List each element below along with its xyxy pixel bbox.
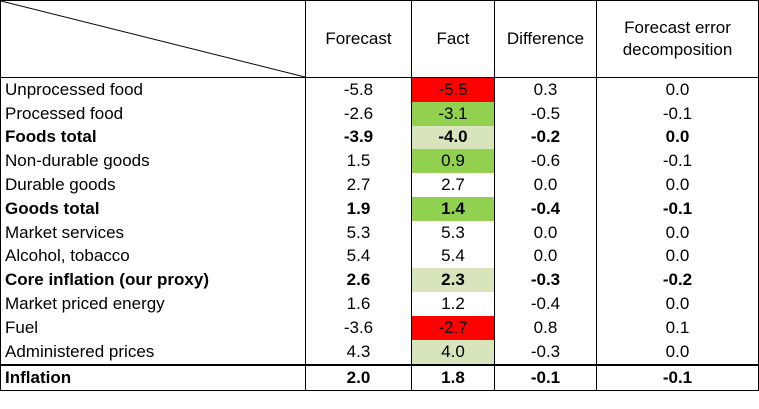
- difference-cell: -0.3: [494, 339, 597, 365]
- row-label: Administered prices: [0, 339, 306, 365]
- fact-cell: 2.7: [411, 173, 495, 197]
- decomposition-cell: 0.0: [596, 76, 759, 102]
- total-forecast-cell: 2.0: [305, 363, 412, 391]
- decomposition-cell: 0.0: [596, 173, 759, 197]
- decomposition-cell: 0.0: [596, 244, 759, 269]
- row-label: Fuel: [0, 315, 306, 340]
- row-label: Goods total: [0, 196, 306, 221]
- difference-cell: 0.0: [494, 220, 597, 245]
- total-label: Inflation: [0, 363, 306, 391]
- forecast-cell: 2.7: [305, 173, 412, 197]
- fact-cell: 4.0: [411, 339, 495, 365]
- table-row: Foods total -3.9 -4.0 -0.2 0.0: [0, 125, 759, 150]
- row-label: Market priced energy: [0, 292, 306, 316]
- total-row: Inflation 2.0 1.8 -0.1 -0.1: [0, 363, 759, 391]
- table-row: Market priced energy 1.6 1.2 -0.4 0.0: [0, 292, 759, 316]
- row-label: Durable goods: [0, 173, 306, 197]
- table-row: Durable goods 2.7 2.7 0.0 0.0: [0, 173, 759, 197]
- decomposition-cell: -0.1: [596, 149, 759, 174]
- difference-cell: -0.2: [494, 125, 597, 150]
- difference-cell: -0.6: [494, 149, 597, 174]
- row-label: Processed food: [0, 101, 306, 126]
- diagonal-line-icon: [1, 1, 305, 77]
- row-label: Market services: [0, 220, 306, 245]
- corner-cell: [0, 0, 306, 78]
- forecast-cell: -5.8: [305, 76, 412, 102]
- decomposition-cell: -0.1: [596, 196, 759, 221]
- header-decomposition-line1: Forecast error: [624, 18, 731, 37]
- fact-cell: 2.3: [411, 268, 495, 293]
- difference-cell: 0.3: [494, 76, 597, 102]
- forecast-cell: 5.3: [305, 220, 412, 245]
- fact-cell: -2.7: [411, 315, 495, 340]
- header-row: Forecast Fact Difference Forecast error …: [0, 0, 759, 78]
- table-row: Core inflation (our proxy) 2.6 2.3 -0.3 …: [0, 268, 759, 293]
- header-fact: Fact: [411, 0, 495, 78]
- header-decomposition-line2: decomposition: [622, 40, 733, 59]
- forecast-cell: -3.6: [305, 315, 412, 340]
- decomposition-cell: 0.1: [596, 315, 759, 340]
- decomposition-cell: 0.0: [596, 220, 759, 245]
- table-row: Goods total 1.9 1.4 -0.4 -0.1: [0, 196, 759, 221]
- table-row: Processed food -2.6 -3.1 -0.5 -0.1: [0, 101, 759, 126]
- row-label: Foods total: [0, 125, 306, 150]
- total-difference-cell: -0.1: [494, 363, 597, 391]
- decomposition-cell: -0.1: [596, 101, 759, 126]
- row-label: Core inflation (our proxy): [0, 268, 306, 293]
- header-decomposition: Forecast error decomposition: [596, 0, 759, 78]
- table-row: Market services 5.3 5.3 0.0 0.0: [0, 220, 759, 245]
- fact-cell: -4.0: [411, 125, 495, 150]
- forecast-cell: -2.6: [305, 101, 412, 126]
- fact-cell: 0.9: [411, 149, 495, 174]
- decomposition-cell: 0.0: [596, 292, 759, 316]
- decomposition-cell: 0.0: [596, 125, 759, 150]
- total-decomposition-cell: -0.1: [596, 363, 759, 391]
- fact-cell: -5.5: [411, 76, 495, 102]
- decomposition-cell: 0.0: [596, 339, 759, 365]
- table-row: Fuel -3.6 -2.7 0.8 0.1: [0, 315, 759, 340]
- row-label: Non-durable goods: [0, 149, 306, 174]
- difference-cell: -0.4: [494, 292, 597, 316]
- forecast-error-table: Forecast Fact Difference Forecast error …: [0, 0, 759, 391]
- forecast-cell: 4.3: [305, 339, 412, 365]
- fact-cell: 1.2: [411, 292, 495, 316]
- header-difference: Difference: [494, 0, 597, 78]
- forecast-cell: 2.6: [305, 268, 412, 293]
- decomposition-cell: -0.2: [596, 268, 759, 293]
- row-label: Alcohol, tobacco: [0, 244, 306, 269]
- forecast-cell: 5.4: [305, 244, 412, 269]
- difference-cell: 0.0: [494, 173, 597, 197]
- fact-cell: 1.4: [411, 196, 495, 221]
- forecast-cell: 1.6: [305, 292, 412, 316]
- fact-cell: 5.3: [411, 220, 495, 245]
- fact-cell: -3.1: [411, 101, 495, 126]
- fact-cell: 5.4: [411, 244, 495, 269]
- difference-cell: 0.0: [494, 244, 597, 269]
- table-row: Administered prices 4.3 4.0 -0.3 0.0: [0, 339, 759, 365]
- table-row: Non-durable goods 1.5 0.9 -0.6 -0.1: [0, 149, 759, 174]
- difference-cell: -0.3: [494, 268, 597, 293]
- table-row: Unprocessed food -5.8 -5.5 0.3 0.0: [0, 76, 759, 102]
- difference-cell: 0.8: [494, 315, 597, 340]
- table-row: Alcohol, tobacco 5.4 5.4 0.0 0.0: [0, 244, 759, 269]
- forecast-cell: -3.9: [305, 125, 412, 150]
- difference-cell: -0.4: [494, 196, 597, 221]
- difference-cell: -0.5: [494, 101, 597, 126]
- total-fact-cell: 1.8: [411, 363, 495, 391]
- forecast-cell: 1.9: [305, 196, 412, 221]
- row-label: Unprocessed food: [0, 76, 306, 102]
- header-forecast: Forecast: [305, 0, 412, 78]
- forecast-cell: 1.5: [305, 149, 412, 174]
